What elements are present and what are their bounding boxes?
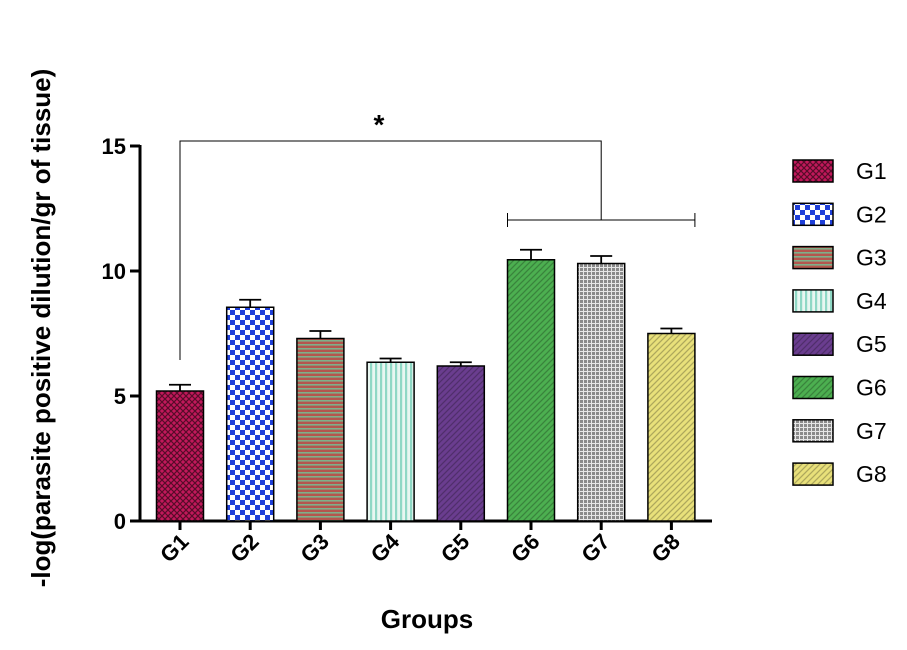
significance-bracket: * [179, 109, 696, 360]
legend-swatch-g6 [792, 375, 834, 400]
significance-line [179, 140, 602, 360]
bar-g5 [436, 365, 486, 522]
legend-label-g7: G7 [856, 418, 887, 444]
error-bar-g7 [590, 255, 613, 264]
bar-g4 [366, 361, 415, 522]
error-bar-g8 [660, 327, 683, 334]
legend-swatch-g1 [792, 159, 834, 183]
bar-g3 [296, 337, 345, 522]
bar-g2 [225, 306, 275, 522]
legend: G1 G2 G3 G4 G5 G6 G7 G8 [792, 158, 887, 487]
y-tick-label: 5 [114, 384, 126, 409]
legend-swatch-g4 [792, 289, 834, 313]
x-tick-label: G1 [155, 529, 193, 567]
x-tick-label: G2 [225, 529, 263, 567]
legend-swatch-g2 [792, 202, 834, 227]
error-bar-g1 [169, 383, 191, 391]
x-tick-label: G6 [506, 529, 544, 567]
error-bar-g2 [239, 298, 262, 308]
legend-swatch-g8 [792, 462, 834, 486]
legend-label-g6: G6 [856, 375, 887, 401]
y-axis-title: -log(parasite positive dilution/gr of ti… [26, 69, 56, 588]
legend-label-g8: G8 [856, 461, 887, 487]
bar-g1 [155, 390, 205, 522]
legend-swatch-g3 [792, 245, 834, 270]
legend-swatch-g7 [792, 419, 834, 443]
significance-label: * [374, 109, 385, 140]
x-tick-label: G5 [436, 529, 474, 567]
x-tick-label: G4 [366, 528, 405, 567]
error-bar-g5 [449, 361, 472, 366]
y-tick-label: 10 [102, 259, 126, 284]
legend-label-g4: G4 [856, 288, 887, 314]
y-tick-label: 0 [114, 509, 126, 534]
error-bar-g6 [520, 248, 542, 260]
x-axis-title: Groups [381, 604, 473, 634]
legend-label-g3: G3 [856, 245, 887, 271]
legend-swatch-g5 [792, 332, 834, 356]
y-tick-label: 15 [102, 134, 126, 159]
bar-g6 [506, 259, 556, 522]
error-bar-g4 [379, 357, 402, 363]
x-tick-label: G8 [646, 529, 684, 567]
bar-g7 [576, 262, 626, 522]
x-tick-label: G7 [576, 529, 614, 567]
bar-g8 [647, 332, 696, 522]
significance-range [507, 213, 696, 227]
legend-label-g1: G1 [856, 158, 887, 184]
legend-label-g2: G2 [856, 201, 887, 227]
error-bar-g3 [309, 330, 332, 339]
legend-label-g5: G5 [856, 331, 887, 357]
x-tick-label: G3 [295, 529, 333, 567]
